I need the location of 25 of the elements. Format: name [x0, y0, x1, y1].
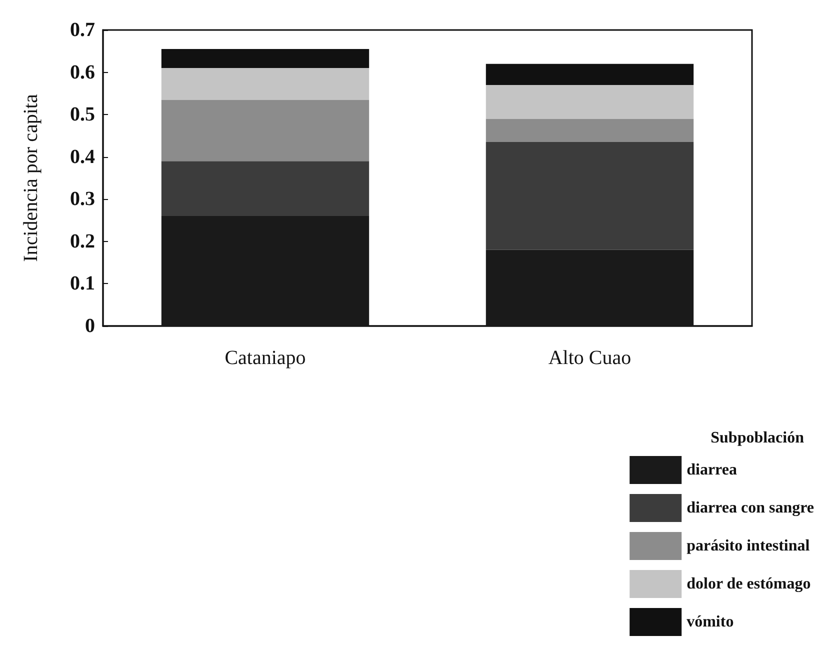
y-tick-label: 0.7	[70, 19, 95, 41]
y-tick-label: 0.4	[70, 146, 95, 168]
y-tick-label: 0.2	[70, 230, 95, 252]
legend-title: Subpoblación	[710, 430, 804, 446]
bar	[486, 142, 694, 250]
bar	[161, 49, 370, 68]
bar	[486, 64, 694, 85]
bar	[161, 68, 370, 100]
y-tick-label: 0.5	[70, 104, 95, 126]
y-tick-label: 0	[85, 315, 95, 337]
y-axis-title: Incidencia por capita	[20, 94, 42, 262]
x-tick-label: Alto Cuao	[548, 347, 632, 369]
legend-label: diarrea	[686, 462, 737, 478]
x-tick-label: Cataniapo	[224, 347, 306, 369]
legend-label: diarrea con sangre	[686, 500, 814, 516]
bar	[161, 161, 370, 216]
legend-label: parásito intestinal	[686, 538, 810, 554]
bar	[486, 118, 694, 142]
bar	[486, 84, 694, 119]
legend-label: vómito	[686, 614, 734, 630]
y-tick-label: 0.1	[70, 272, 95, 295]
legend-label: dolor de estómago	[686, 576, 811, 592]
bar	[161, 100, 370, 162]
y-tick-label: 0.6	[70, 61, 95, 84]
y-tick-label: 0.3	[70, 188, 95, 210]
